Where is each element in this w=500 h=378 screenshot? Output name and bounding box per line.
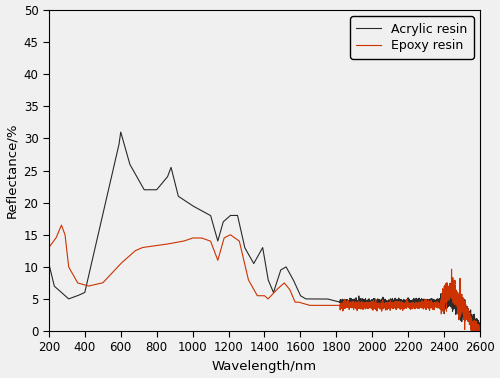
Acrylic resin (118, 130, 124, 134)
Epoxy resin (46, 245, 52, 250)
Acrylic resin (61, 293, 67, 297)
Acrylic resin (309, 297, 315, 301)
Line: Epoxy resin: Epoxy resin (49, 225, 480, 331)
Acrylic resin (477, 327, 483, 331)
Acrylic resin (46, 261, 52, 266)
Acrylic resin (297, 293, 303, 297)
Epoxy resin (375, 306, 381, 310)
Epoxy resin (469, 329, 475, 333)
Epoxy resin (477, 324, 483, 328)
Acrylic resin (474, 329, 480, 333)
Y-axis label: Reflectance/%: Reflectance/% (5, 123, 18, 218)
Line: Acrylic resin: Acrylic resin (49, 132, 480, 331)
Acrylic resin (375, 297, 381, 302)
Acrylic resin (212, 228, 218, 232)
Legend: Acrylic resin, Epoxy resin: Acrylic resin, Epoxy resin (350, 16, 474, 59)
Epoxy resin (248, 284, 254, 288)
Epoxy resin (61, 229, 67, 234)
Epoxy resin (212, 250, 218, 254)
Epoxy resin (58, 223, 64, 227)
Epoxy resin (309, 303, 315, 308)
Acrylic resin (248, 258, 254, 262)
X-axis label: Wavelength/nm: Wavelength/nm (212, 360, 317, 373)
Epoxy resin (297, 301, 303, 305)
